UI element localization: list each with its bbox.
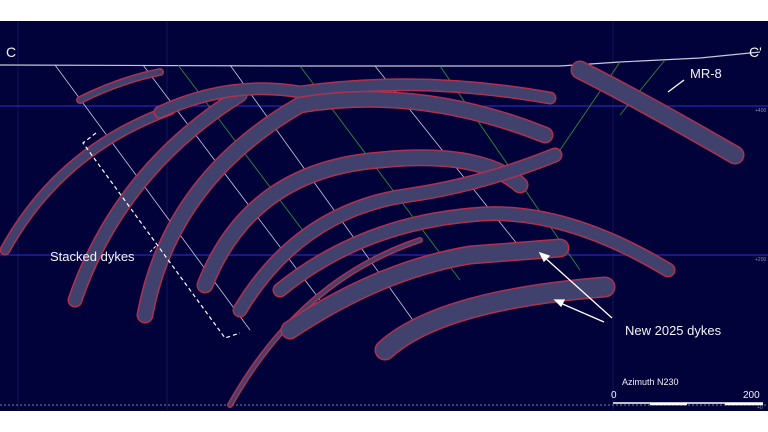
dyke-body xyxy=(138,92,552,322)
annotation-arrows xyxy=(538,79,685,323)
dyke-body xyxy=(69,89,246,306)
stacked-dykes-pointer xyxy=(149,245,157,253)
dyke-body xyxy=(228,238,422,407)
stacked-dykes-bracket xyxy=(82,132,241,339)
new-dykes-label: New 2025 dykes xyxy=(625,323,722,338)
dyke-body xyxy=(274,207,674,296)
scale-bar-min: 0 xyxy=(611,390,617,401)
scale-bar xyxy=(613,402,763,406)
scale-bar-title: Azimuth N230 xyxy=(622,377,679,387)
dyke-body xyxy=(198,150,527,292)
dyke-body xyxy=(282,240,568,338)
cross-section-drawing xyxy=(0,21,768,410)
arrowhead xyxy=(553,299,566,308)
new-dykes-arrow-1 xyxy=(542,255,613,319)
stacked-dykes-label: Stacked dykes xyxy=(50,249,135,264)
section-start-label: C xyxy=(6,44,17,60)
drillhole-label: MR-8 xyxy=(690,66,722,81)
dyke-body xyxy=(376,278,614,359)
dyke-body xyxy=(77,69,163,103)
mr8-arrow xyxy=(667,79,685,93)
elevation-label: +400 xyxy=(755,108,767,114)
topography-line xyxy=(0,51,761,67)
dyke-body xyxy=(155,79,555,117)
cross-section-view xyxy=(0,21,768,411)
dyke-body xyxy=(234,149,561,316)
dyke-body xyxy=(1,106,174,254)
new-dykes-arrow-2 xyxy=(557,301,605,323)
elevation-label: +0 xyxy=(757,405,763,411)
dyke-body xyxy=(572,62,743,163)
scale-bar-max: 200 xyxy=(743,390,760,401)
arrowhead xyxy=(538,251,551,263)
section-end-label: C' xyxy=(749,44,762,60)
elevation-label: +200 xyxy=(755,257,767,263)
